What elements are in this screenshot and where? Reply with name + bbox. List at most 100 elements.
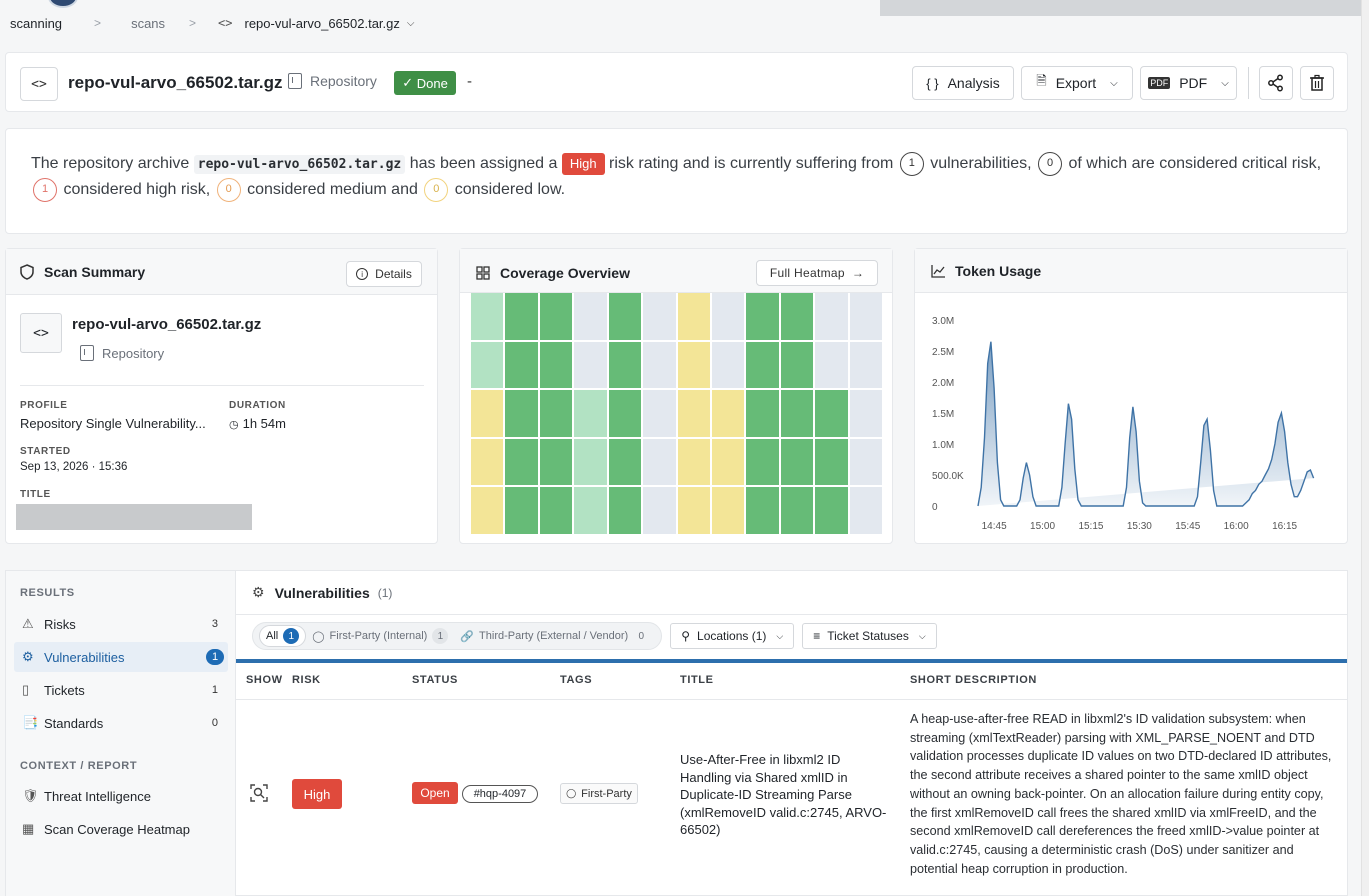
breadcrumb-scans[interactable]: scans: [131, 15, 166, 31]
heatmap-cell[interactable]: [677, 390, 710, 437]
filter-first-party[interactable]: ◯ First-Party (Internal) 1: [306, 625, 454, 647]
full-heatmap-button[interactable]: Full Heatmap →: [756, 260, 878, 286]
chevron-down-icon: ⌵: [918, 630, 926, 641]
breadcrumb-scanning[interactable]: scanning: [10, 15, 63, 31]
heatmap-cell[interactable]: [780, 487, 814, 534]
heatmap-cell[interactable]: [815, 341, 848, 389]
heatmap-cell[interactable]: [608, 390, 642, 437]
delete-button[interactable]: [1300, 66, 1334, 100]
pdf-button[interactable]: PDF PDF ⌵: [1140, 66, 1237, 100]
heatmap-cell[interactable]: [471, 438, 504, 486]
column-short-description[interactable]: SHORT DESCRIPTION: [910, 674, 1037, 686]
risk-badge[interactable]: High: [292, 779, 342, 809]
heatmap-cell[interactable]: [780, 341, 814, 389]
redacted-title: [16, 504, 252, 530]
scan-type: Repository: [288, 73, 377, 89]
scrollbar[interactable]: [1361, 0, 1369, 896]
heatmap-cell[interactable]: [471, 341, 504, 389]
column-status[interactable]: STATUS: [412, 674, 458, 686]
heatmap-cell[interactable]: [746, 390, 779, 437]
locations-filter[interactable]: ⚲ Locations (1) ⌵: [670, 623, 795, 649]
heatmap-cell[interactable]: [849, 390, 882, 437]
heatmap-cell[interactable]: [677, 341, 710, 389]
heatmap-cell[interactable]: [471, 390, 504, 437]
heatmap-cell[interactable]: [505, 438, 538, 486]
sidebar-item-scan-coverage-heatmap[interactable]: ▦ Scan Coverage Heatmap: [14, 814, 228, 844]
details-button[interactable]: i Details: [346, 261, 422, 287]
heatmap-cell[interactable]: [539, 390, 573, 437]
heatmap-cell[interactable]: [643, 390, 676, 437]
sidebar-item-risks[interactable]: ⚠ Risks 3: [14, 609, 228, 639]
inspect-icon[interactable]: [249, 783, 269, 803]
heatmap-cell[interactable]: [608, 341, 642, 389]
ticket-statuses-filter[interactable]: ≡ Ticket Statuses ⌵: [802, 623, 937, 649]
heatmap-cell[interactable]: [815, 487, 848, 534]
heatmap-cell[interactable]: [711, 293, 745, 340]
heatmap-cell[interactable]: [574, 487, 607, 534]
heatmap-cell[interactable]: [505, 487, 538, 534]
analysis-button[interactable]: { } Analysis: [912, 66, 1014, 100]
heatmap-cell[interactable]: [677, 293, 710, 340]
heatmap-cell[interactable]: [746, 293, 779, 340]
ticket-link[interactable]: #hqp-4097: [462, 785, 538, 803]
heatmap-cell[interactable]: [505, 390, 538, 437]
sidebar-item-standards[interactable]: 📑 Standards 0: [14, 708, 228, 738]
column-risk[interactable]: RISK: [292, 674, 321, 686]
sidebar-item-threat-intelligence[interactable]: 🛡 Threat Intelligence: [14, 781, 228, 811]
heatmap-cell[interactable]: [574, 438, 607, 486]
heatmap-cell[interactable]: [746, 487, 779, 534]
heatmap-cell[interactable]: [471, 293, 504, 340]
vulnerability-title[interactable]: Use-After-Free in libxml2 ID Handling vi…: [680, 752, 887, 837]
heatmap-cell[interactable]: [608, 487, 642, 534]
heatmap-cell[interactable]: [643, 487, 676, 534]
locations-label: Locations (1): [697, 629, 767, 643]
column-title[interactable]: TITLE: [680, 674, 714, 686]
breadcrumb-current[interactable]: repo-vul-arvo_66502.tar.gz: [244, 15, 400, 31]
heatmap-cell[interactable]: [539, 438, 573, 486]
filter-all[interactable]: All 1: [259, 625, 307, 647]
heatmap-cell[interactable]: [711, 438, 745, 486]
heatmap-cell[interactable]: [815, 293, 848, 340]
heatmap-cell[interactable]: [849, 293, 882, 340]
heatmap-cell[interactable]: [780, 390, 814, 437]
filter-third-party[interactable]: 🔗 Third-Party (External / Vendor) 0: [454, 625, 655, 647]
heatmap-cell[interactable]: [746, 341, 779, 389]
heatmap-cell[interactable]: [539, 341, 573, 389]
heatmap-cell[interactable]: [574, 341, 607, 389]
heatmap-cell[interactable]: [505, 341, 538, 389]
sidebar-item-tickets[interactable]: ▯ Tickets 1: [14, 675, 228, 705]
heatmap-cell[interactable]: [849, 438, 882, 486]
heatmap-cell[interactable]: [711, 341, 745, 389]
heatmap-cell[interactable]: [815, 390, 848, 437]
coverage-heatmap[interactable]: [471, 293, 882, 534]
sidebar-item-vulnerabilities[interactable]: ⚙ Vulnerabilities 1: [14, 642, 228, 672]
heatmap-cell[interactable]: [574, 293, 607, 340]
arrow-right-icon: →: [851, 266, 865, 280]
heatmap-cell[interactable]: [780, 293, 814, 340]
heatmap-cell[interactable]: [505, 293, 538, 340]
column-tags[interactable]: TAGS: [560, 674, 593, 686]
heatmap-cell[interactable]: [643, 293, 676, 340]
heatmap-cell[interactable]: [746, 438, 779, 486]
chevron-down-icon[interactable]: ⌵: [406, 17, 415, 29]
heatmap-cell[interactable]: [643, 438, 676, 486]
app-logo[interactable]: [48, 0, 78, 8]
status-badge[interactable]: Open: [412, 782, 458, 804]
heatmap-cell[interactable]: [849, 487, 882, 534]
heatmap-cell[interactable]: [780, 438, 814, 486]
heatmap-cell[interactable]: [711, 487, 745, 534]
heatmap-cell[interactable]: [677, 438, 710, 486]
heatmap-cell[interactable]: [539, 487, 573, 534]
heatmap-cell[interactable]: [539, 293, 573, 340]
heatmap-cell[interactable]: [643, 341, 676, 389]
heatmap-cell[interactable]: [711, 390, 745, 437]
heatmap-cell[interactable]: [677, 487, 710, 534]
heatmap-cell[interactable]: [574, 390, 607, 437]
heatmap-cell[interactable]: [471, 487, 504, 534]
heatmap-cell[interactable]: [608, 438, 642, 486]
share-button[interactable]: [1259, 66, 1293, 100]
heatmap-cell[interactable]: [815, 438, 848, 486]
heatmap-cell[interactable]: [849, 341, 882, 389]
heatmap-cell[interactable]: [608, 293, 642, 340]
export-button[interactable]: 🗎 Export ⌵: [1021, 66, 1133, 100]
